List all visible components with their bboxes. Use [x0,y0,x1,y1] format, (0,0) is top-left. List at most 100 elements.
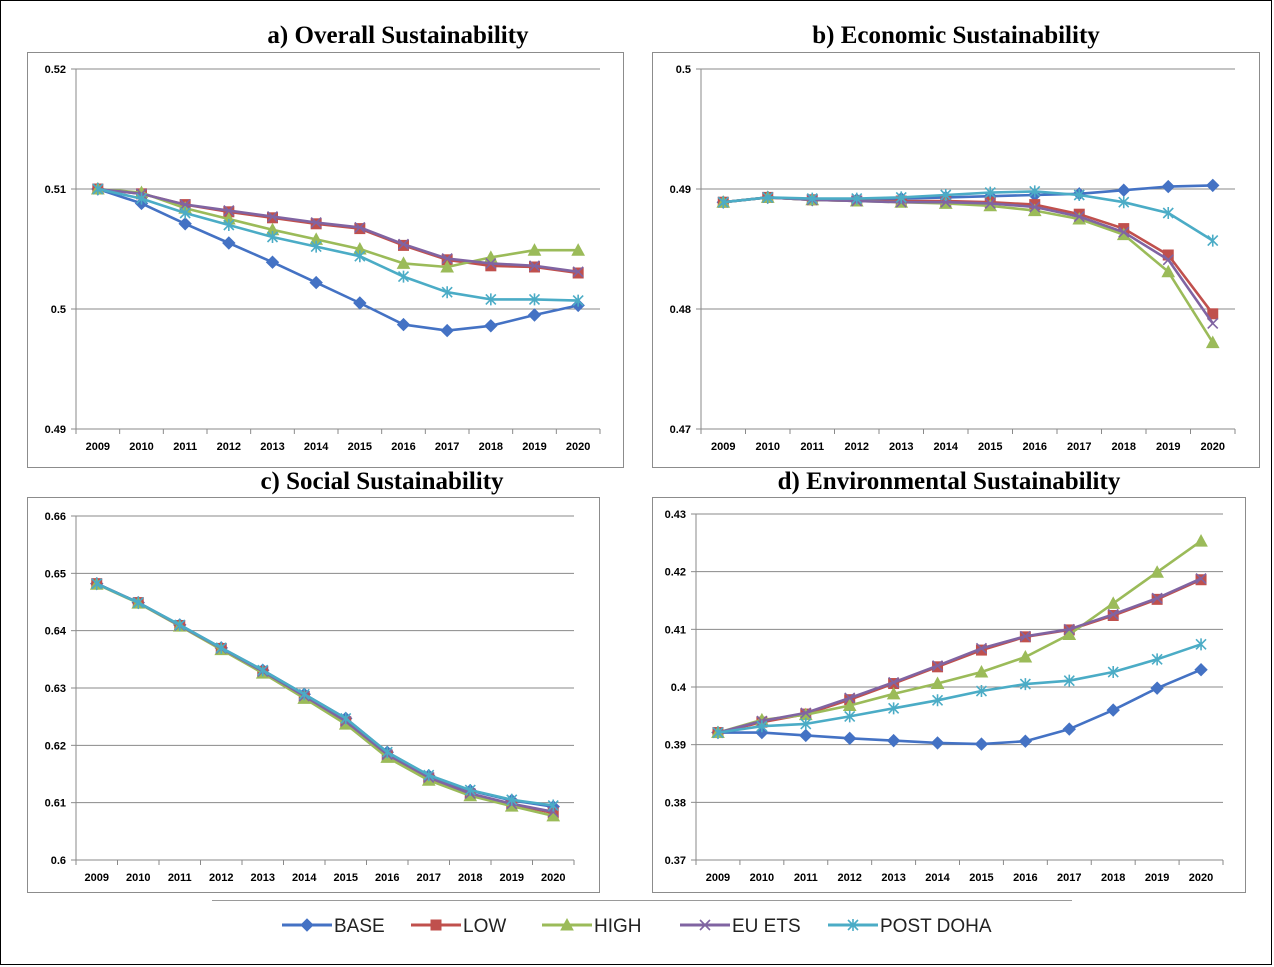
x-tick-label: 2017 [417,872,441,884]
data-point [266,211,279,223]
x-tick-label: 2010 [750,872,774,884]
data-point [506,793,518,806]
data-point [1117,183,1131,197]
data-point [571,243,586,256]
data-point [974,737,989,751]
data-point [257,664,269,677]
data-point [940,189,952,201]
data-point [397,238,410,250]
y-tick-label: 0.52 [45,64,66,76]
data-point [265,255,280,269]
data-point [1019,678,1031,691]
data-point [1029,201,1041,213]
series-line [717,643,1202,734]
data-point [930,736,945,750]
data-point [984,186,996,199]
series-post-doha [91,577,559,812]
y-tick-label: 0.5 [676,64,691,76]
data-point [1118,226,1130,238]
x-tick-label: 2018 [458,872,482,884]
data-point [1150,681,1164,695]
series-base [90,576,560,814]
data-point [1206,178,1220,193]
panel-b-title: b) Economic Sustainability [812,22,1100,49]
x-tick-label: 2010 [756,441,780,453]
legend-label: HIGH [594,916,642,937]
data-point [441,253,453,265]
data-point [1162,207,1174,219]
data-point [886,686,901,700]
legend-item-base: BASE [282,916,385,937]
series-line [723,196,1214,325]
y-tick-label: 0.5 [51,304,66,316]
x-tick-label: 2014 [292,872,317,884]
x-tick-label: 2015 [348,441,372,453]
data-point [1106,703,1120,717]
data-point [1162,254,1174,266]
series-line [723,196,1214,344]
data-point [843,731,857,746]
data-point [1018,649,1033,663]
y-tick-label: 0.39 [665,740,686,752]
panel-a-overall-sustainability: 0.49 0.5 0.51 0.52 2009 2010 2011 2012 2013 2014 2… [27,52,624,468]
y-tick-label: 0.49 [45,424,66,436]
data-point [135,192,148,205]
data-point [484,319,498,333]
data-point [397,270,410,283]
chart-svg: 0.37 0.38 0.39 0.4 0.41 0.42 0.43 2009 2010 2011 2… [665,509,1224,884]
x-tick-label: 2019 [1145,872,1169,884]
data-point [464,784,476,797]
data-point [547,799,559,812]
data-point [132,596,144,609]
data-point [1151,592,1163,604]
x-tick-label: 2015 [334,872,358,884]
x-tick-label: 2012 [837,872,861,884]
chart-svg: 0.47 0.48 0.49 0.5 2009 2010 2011 2012 2013 2014 2… [670,64,1236,453]
data-point [310,217,322,229]
data-point [1194,534,1208,547]
data-point [223,205,235,217]
data-point [1207,308,1219,320]
data-point [888,676,900,688]
data-point [441,286,453,299]
data-point [381,746,393,759]
data-point [396,317,411,332]
x-tick-label: 2013 [881,872,905,884]
y-tick-label: 0.41 [665,624,686,636]
panel-c-social-sustainability: 0.6 0.61 0.62 0.63 0.64 0.65 0.66 2009 2010 2011 2… [27,497,600,893]
legend-label: POST DOHA [880,916,992,937]
data-point [1161,179,1175,194]
series-post-doha [712,638,1207,739]
series-eu-ets [92,183,584,278]
legend-separator-line [212,900,1072,901]
data-point [309,275,323,290]
data-point [975,642,988,654]
x-tick-label: 2013 [889,441,913,453]
data-point [974,664,989,678]
data-point [975,685,988,698]
series-low [717,191,1219,320]
y-tick-label: 0.51 [45,184,66,196]
y-tick-label: 0.61 [45,798,66,810]
data-point [984,197,996,209]
legend-label: LOW [463,916,506,937]
data-point [806,192,818,205]
panel-d-environmental-sustainability: 0.37 0.38 0.39 0.4 0.41 0.42 0.43 2009 2010 2011 2… [652,497,1246,893]
x-tick-label: 2013 [260,441,284,453]
x-tick-label: 2017 [1067,441,1091,453]
data-point [179,199,191,211]
y-tick-label: 0.47 [670,424,691,436]
data-point [800,717,812,730]
data-point [353,296,367,310]
x-tick-label: 2009 [85,872,109,884]
legend-marker [430,919,442,931]
series-line [718,668,1202,746]
x-tick-label: 2013 [251,872,275,884]
data-point [800,707,812,719]
legend-label: BASE [334,916,385,937]
data-point [1195,638,1207,651]
data-point [92,183,104,195]
data-point [179,207,191,219]
data-point [1118,196,1130,209]
